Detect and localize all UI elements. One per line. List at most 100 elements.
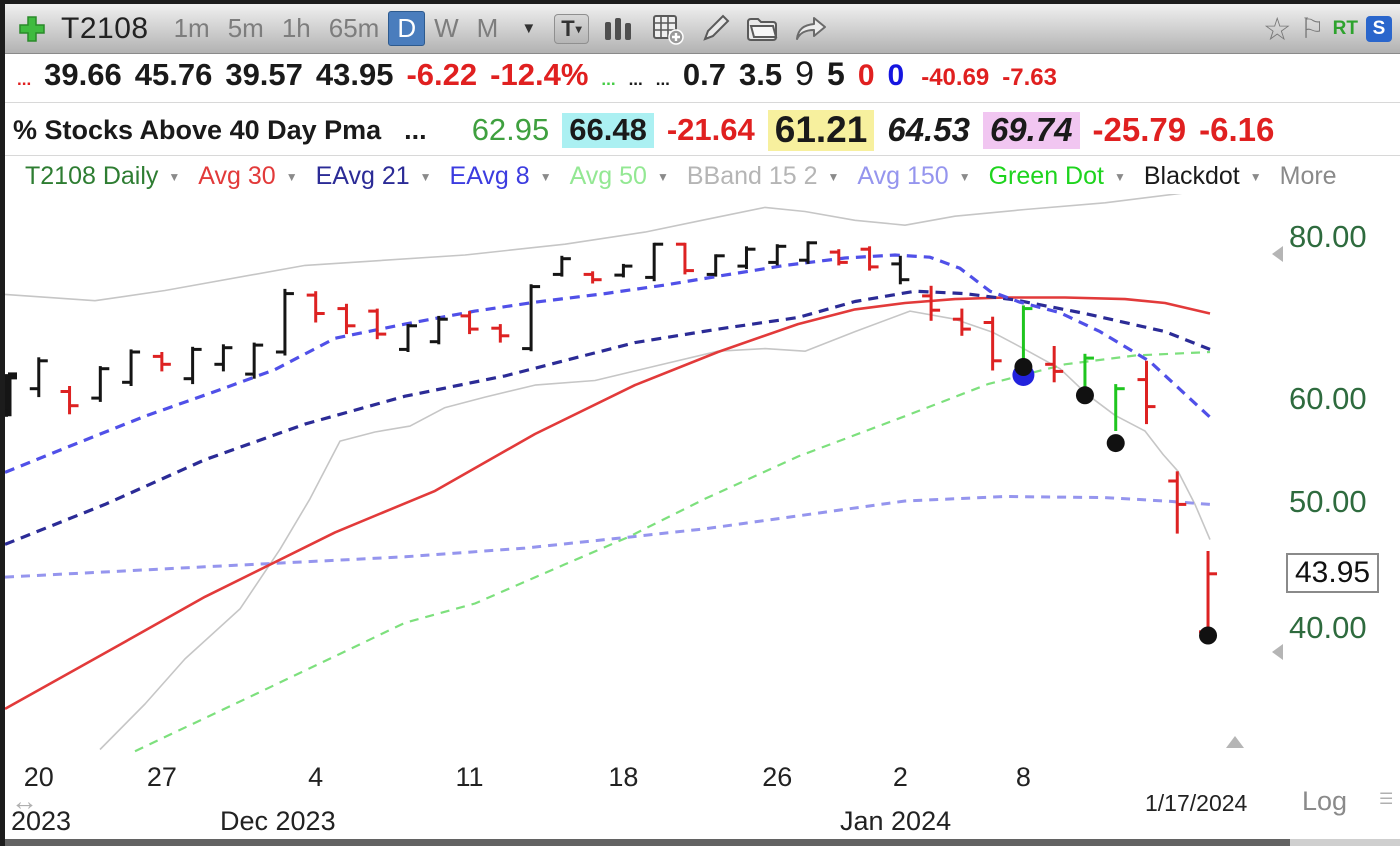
ohlc-bar — [645, 242, 664, 282]
last-date-label: 1/17/2024 — [1145, 790, 1248, 816]
indicator-value: -21.64 — [666, 112, 755, 148]
price-bars — [5, 241, 1218, 634]
quote-stat: 3.5 — [739, 57, 783, 92]
pan-horizontal-icon[interactable]: ↔ — [11, 786, 38, 816]
month-label: 2023 — [11, 806, 72, 836]
legend-item-eavg-8[interactable]: EAvg 8 — [449, 162, 530, 190]
chevron-down-icon[interactable]: ▼ — [285, 169, 298, 184]
volume-bars-icon[interactable] — [603, 14, 637, 44]
ohlc-bar — [922, 285, 941, 321]
quote-last: 43.95 — [315, 57, 394, 92]
timeframe-w[interactable]: W — [434, 13, 459, 43]
ohlc-bar — [399, 324, 418, 352]
legend-item-avg-50[interactable]: Avg 50 — [569, 162, 647, 190]
timeframe-65m[interactable]: 65m — [328, 13, 380, 43]
ohlc-bar — [1168, 471, 1187, 534]
ohlc-bar — [91, 366, 110, 402]
x-axis-label: 26 — [762, 762, 793, 792]
price-chart-canvas[interactable] — [5, 194, 1400, 850]
timeframe-d[interactable]: D — [388, 11, 426, 46]
x-axis-label: 18 — [608, 762, 639, 792]
grid-add-icon[interactable] — [651, 13, 685, 45]
chart-type-button[interactable]: T ▾ — [554, 13, 589, 44]
symbol-title[interactable]: T2108 — [61, 11, 149, 45]
chevron-down-icon[interactable]: ▼ — [1113, 169, 1126, 184]
ohlc-bar — [337, 303, 356, 335]
bband-upper-line — [5, 194, 1183, 302]
ohlc-bar — [306, 291, 325, 323]
indicator-row: % Stocks Above 40 Day Pma... 62.95 66.48 -2… — [5, 103, 1400, 156]
scale-menu-icon[interactable]: ☰ — [1379, 791, 1394, 808]
chart-area[interactable]: 80.00 60.00 50.00 40.00 43.95 20 27 4 11 18 26 2 8 20… — [5, 194, 1400, 846]
axis-arrow-left-icon[interactable] — [1272, 644, 1283, 660]
black-dot — [1014, 358, 1033, 376]
axis-arrow-left-icon[interactable] — [1272, 246, 1283, 262]
legend-item-bband-15-2[interactable]: BBand 15 2 — [686, 162, 818, 190]
chevron-down-icon[interactable]: ▼ — [168, 169, 181, 184]
month-label: Dec 2023 — [220, 806, 336, 836]
timeframe-1h[interactable]: 1h — [281, 13, 311, 43]
chevron-down-icon[interactable]: ▼ — [656, 169, 669, 184]
ohlc-bar — [675, 242, 694, 275]
chevron-down-icon[interactable]: ▼ — [827, 169, 840, 184]
bband-lower-line — [99, 310, 1211, 751]
legend-item-more[interactable]: More — [1279, 162, 1337, 190]
legend-item-green-dot[interactable]: Green Dot — [988, 162, 1104, 190]
y-axis-label: 40.00 — [1289, 610, 1367, 645]
eavg-8-line — [5, 253, 1212, 474]
indicator-ellipsis: ... — [404, 114, 427, 145]
indicator-value: 64.53 — [887, 111, 970, 149]
ohlc-bar — [122, 349, 141, 386]
flag-icon[interactable]: ⚐ — [1299, 12, 1325, 44]
indicator-value: 69.74 — [982, 112, 1080, 149]
timeframe-5m[interactable]: 5m — [227, 13, 264, 43]
ohlc-bar — [1199, 551, 1218, 634]
quote-ellipsis: ... — [17, 70, 32, 89]
legend-item-eavg-21[interactable]: EAvg 21 — [315, 162, 410, 190]
folder-icon[interactable] — [745, 14, 779, 44]
legend-item-blackdot[interactable]: Blackdot — [1143, 162, 1240, 190]
quote-change: -6.22 — [406, 57, 478, 92]
quote-stat: -7.63 — [1002, 64, 1057, 91]
scrollbar-track — [1290, 839, 1400, 846]
quote-stat: 0.7 — [682, 57, 727, 92]
moving-averages — [5, 194, 1212, 753]
timeframe-dropdown-icon[interactable]: ▼ — [521, 20, 537, 37]
horizontal-scrollbar[interactable] — [5, 839, 1295, 846]
ohlc-bar — [799, 241, 818, 264]
app-logo: S — [1366, 15, 1392, 42]
timeframe-m[interactable]: M — [476, 13, 499, 43]
ohlc-bar — [183, 346, 202, 385]
legend-row: T2108 Daily ▼ Avg 30 ▼ EAvg 21 ▼ EAvg 8 ▼ Avg 50… — [5, 156, 1400, 197]
avg-30-line — [5, 296, 1211, 711]
x-axis-label: 4 — [308, 762, 324, 792]
black-dot — [1199, 626, 1218, 645]
chevron-down-icon[interactable]: ▼ — [1249, 169, 1262, 184]
pencil-icon[interactable] — [699, 13, 731, 45]
legend-item-t2108-daily[interactable]: T2108 Daily — [25, 162, 159, 190]
indicator-value: -6.16 — [1199, 111, 1275, 149]
chevron-down-icon[interactable]: ▼ — [419, 169, 432, 184]
axis-arrow-up-icon[interactable] — [1226, 736, 1244, 748]
chart-type-label: T — [561, 15, 575, 41]
y-axis-label: 50.00 — [1289, 484, 1367, 520]
legend-item-avg-150[interactable]: Avg 150 — [857, 162, 949, 190]
share-icon[interactable] — [793, 14, 829, 44]
quote-stat: 5 — [827, 56, 845, 92]
add-symbol-icon[interactable] — [17, 14, 47, 44]
scale-toggle[interactable]: Log — [1302, 786, 1348, 816]
chevron-down-icon[interactable]: ▼ — [539, 169, 552, 184]
chevron-down-icon[interactable]: ▼ — [958, 169, 971, 184]
legend-item-avg-30[interactable]: Avg 30 — [198, 162, 276, 190]
ohlc-bar — [860, 246, 879, 271]
quote-stat: 0 — [857, 59, 875, 92]
star-icon[interactable]: ☆ — [1262, 10, 1292, 47]
ohlc-bar — [152, 352, 171, 372]
timeframe-1m[interactable]: 1m — [173, 13, 210, 43]
x-axis-label: 20 — [23, 762, 54, 792]
toolbar: T2108 1m 5m 1h 65m D W M ▼ T ▾ ☆ ⚐ RT S — [5, 4, 1400, 54]
y-axis-label: 60.00 — [1289, 381, 1367, 417]
ohlc-bar — [706, 254, 725, 277]
ohlc-bar — [829, 249, 848, 266]
